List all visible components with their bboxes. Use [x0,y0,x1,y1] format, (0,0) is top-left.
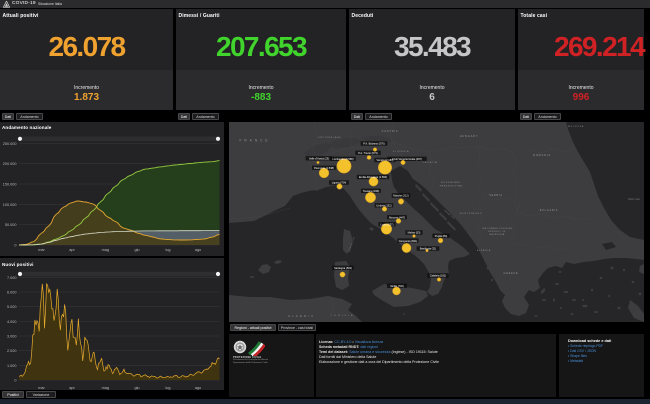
svg-text:lug: lug [165,248,170,252]
svg-text:Lazio (637): Lazio (637) [381,222,394,226]
svg-text:apr: apr [69,248,75,252]
svg-text:apr: apr [69,386,75,390]
svg-text:Veneto (2.180): Veneto (2.180) [376,158,393,162]
svg-text:50.000: 50.000 [5,223,17,227]
svg-text:Piemonte (1.538): Piemonte (1.538) [314,166,334,170]
svg-text:Campania (841): Campania (841) [399,239,418,243]
svg-text:250.000: 250.000 [3,142,17,146]
svg-text:ROMANIA: ROMANIA [533,153,551,157]
svg-text:HERZEGOVINA: HERZEGOVINA [440,185,463,188]
svg-text:Valle d'Aosta (23): Valle d'Aosta (23) [309,157,329,161]
svg-text:SWITZERLAND: SWITZERLAND [318,136,342,139]
svg-text:Marche (212): Marche (212) [393,194,409,198]
svg-text:mar: mar [38,248,45,252]
svg-text:5.000: 5.000 [7,305,17,309]
svg-text:200.000: 200.000 [3,162,17,166]
svg-text:lug: lug [165,386,170,390]
svg-text:Sicilia (732): Sicilia (732) [390,284,404,288]
svg-text:Toscana (936): Toscana (936) [363,189,380,193]
svg-text:HUNGARY: HUNGARY [460,134,479,138]
svg-text:Abruzzo (447): Abruzzo (447) [389,215,405,219]
svg-text:Emilia-Romagna (1.590): Emilia-Romagna (1.590) [359,175,387,179]
svg-text:BULGARIA: BULGARIA [540,209,559,212]
svg-text:SERBIA: SERBIA [489,194,503,197]
svg-text:THE FORMER YUGOSLAV: THE FORMER YUGOSLAV [482,227,513,230]
svg-text:Molise (53): Molise (53) [408,231,421,235]
svg-text:ago: ago [195,248,201,252]
svg-text:A L G E R I A: A L G E R I A [288,314,314,318]
svg-text:MONTENEGRO: MONTENEGRO [460,213,483,215]
svg-text:100.000: 100.000 [3,203,17,207]
svg-text:mag: mag [102,386,109,390]
svg-text:0: 0 [14,244,16,248]
svg-text:Puglia (84): Puglia (84) [435,234,448,238]
svg-text:2.000: 2.000 [7,349,17,353]
svg-text:P.A. Bolzano (576): P.A. Bolzano (576) [363,142,385,146]
svg-text:MOLDOVA: MOLDOVA [568,125,584,128]
svg-text:Lombardia (6.580): Lombardia (6.580) [332,157,353,161]
svg-text:CROATIA: CROATIA [422,161,437,164]
svg-text:150.000: 150.000 [3,183,17,187]
svg-text:7.000: 7.000 [7,276,17,280]
svg-text:Sardegna (502): Sardegna (502) [334,266,352,270]
svg-text:giu: giu [134,386,139,390]
svg-text:Liguria (754): Liguria (754) [332,181,347,185]
svg-text:Umbria (132): Umbria (132) [376,204,391,208]
svg-text:Basilicata (31): Basilicata (31) [420,247,437,251]
svg-text:1.000: 1.000 [7,364,17,368]
svg-text:mag: mag [102,248,109,252]
svg-text:FRANCE: FRANCE [239,139,270,143]
svg-text:Black Sea: Black Sea [628,197,640,201]
svg-text:REPUBLIC OF: REPUBLIC OF [488,231,505,233]
svg-text:3.000: 3.000 [7,335,17,339]
svg-text:T U N I S I A: T U N I S I A [331,314,354,317]
svg-text:Calabria (181): Calabria (181) [430,274,447,278]
svg-text:4.000: 4.000 [7,320,17,324]
svg-text:BOSNIA AND: BOSNIA AND [441,181,460,184]
svg-text:SLOVENIA: SLOVENIA [393,150,409,153]
svg-text:Adriatic Sea: Adriatic Sea [443,209,456,221]
svg-text:ALBANIA: ALBANIA [477,249,491,252]
svg-text:P.A. Trento (673): P.A. Trento (673) [358,151,378,155]
svg-text:0: 0 [14,379,16,383]
svg-text:giu: giu [134,248,139,252]
svg-text:mar: mar [38,386,45,390]
svg-text:MACEDONIA: MACEDONIA [489,233,504,236]
svg-text:ago: ago [195,386,201,390]
svg-text:6.000: 6.000 [7,291,17,295]
svg-text:AUSTRIA: AUSTRIA [382,129,399,133]
svg-text:Tyrrhenian Sea: Tyrrhenian Sea [348,236,356,253]
svg-text:Friuli Venezia Giulia (497): Friuli Venezia Giulia (497) [392,157,422,161]
svg-text:GREECE: GREECE [504,272,519,275]
